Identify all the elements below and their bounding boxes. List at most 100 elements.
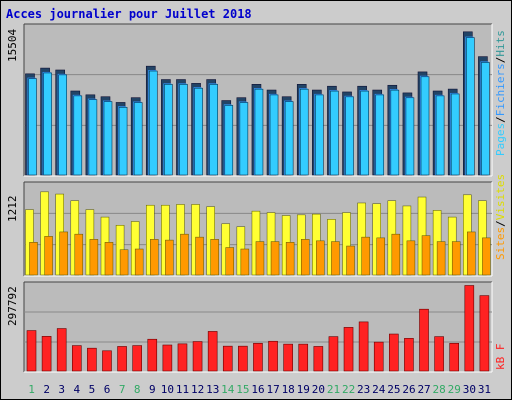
bar-kb-day-8 <box>132 345 142 372</box>
bar-pages-day-5 <box>88 99 98 176</box>
bar-sites-day-3 <box>59 231 68 276</box>
legend-slash-2: / <box>494 57 507 64</box>
bar-pages-day-31 <box>481 62 490 176</box>
legend-pages: Pages <box>494 123 507 156</box>
bar-pages-day-27 <box>420 76 430 176</box>
bar-sites-day-29 <box>451 241 461 276</box>
bar-sites-day-30 <box>467 231 476 276</box>
bar-kb-day-21 <box>328 336 339 372</box>
bar-kb-day-1 <box>26 330 37 372</box>
bar-sites-day-2 <box>44 236 53 276</box>
x-label-day-24: 24 <box>372 383 386 396</box>
x-label-day-3: 3 <box>58 383 65 396</box>
legend-kb: kB F <box>494 344 507 371</box>
bar-pages-day-19 <box>299 88 309 176</box>
bar-sites-day-7 <box>119 249 129 276</box>
bar-sites-day-31 <box>482 237 491 276</box>
x-label-day-2: 2 <box>43 383 50 396</box>
bar-kb-day-7 <box>117 346 127 372</box>
bar-pages-day-7 <box>118 107 128 176</box>
bar-kb-day-28 <box>434 336 444 372</box>
bar-pages-day-26 <box>405 97 415 176</box>
bar-sites-day-21 <box>331 241 340 276</box>
bar-sites-day-26 <box>406 240 416 276</box>
legend-slash-1: / <box>494 116 507 123</box>
legend-hits: Hits <box>494 30 507 57</box>
bar-pages-day-8 <box>133 102 143 176</box>
bar-sites-day-12 <box>195 236 204 276</box>
x-label-day-9: 9 <box>149 383 156 396</box>
legend-fichiers: Fichiers <box>494 63 507 116</box>
bar-sites-day-25 <box>391 233 401 276</box>
bar-pages-day-9 <box>148 70 158 176</box>
bar-kb-day-27 <box>419 308 429 372</box>
y-max-hits: 15504 <box>6 29 19 62</box>
x-label-day-25: 25 <box>387 383 400 396</box>
bar-sites-day-27 <box>421 235 431 276</box>
bar-pages-day-30 <box>466 37 475 176</box>
x-label-day-10: 10 <box>161 383 174 396</box>
bar-kb-day-12 <box>192 341 203 372</box>
bar-kb-day-20 <box>313 346 324 372</box>
legend-sites: Sites <box>494 227 507 260</box>
bar-kb-day-5 <box>87 347 97 372</box>
x-label-day-26: 26 <box>402 383 415 396</box>
x-label-day-11: 11 <box>176 383 189 396</box>
x-label-day-16: 16 <box>251 383 264 396</box>
bar-sites-day-5 <box>89 239 99 276</box>
x-label-day-13: 13 <box>206 383 219 396</box>
bar-sites-day-19 <box>300 239 310 276</box>
bar-pages-day-14 <box>224 105 234 176</box>
bar-kb-day-29 <box>449 342 460 372</box>
bar-kb-day-6 <box>102 350 112 372</box>
bar-sites-day-9 <box>150 239 159 276</box>
y-max-visits: 1212 <box>6 196 19 223</box>
bar-pages-day-21 <box>330 90 339 176</box>
bar-pages-day-20 <box>315 94 324 176</box>
bar-kb-day-16 <box>253 342 263 372</box>
x-label-day-20: 20 <box>312 383 325 396</box>
bar-sites-day-20 <box>316 240 325 276</box>
bar-kb-day-3 <box>56 328 67 372</box>
bar-pages-day-24 <box>375 94 385 176</box>
bar-pages-day-18 <box>284 101 294 176</box>
x-label-day-27: 27 <box>417 383 430 396</box>
x-label-day-5: 5 <box>89 383 96 396</box>
bar-pages-day-12 <box>194 87 203 176</box>
bar-kb-day-25 <box>389 333 399 372</box>
x-label-day-17: 17 <box>266 383 279 396</box>
x-label-day-19: 19 <box>297 383 310 396</box>
x-label-day-28: 28 <box>433 383 446 396</box>
bar-pages-day-29 <box>450 93 460 176</box>
bar-sites-day-1 <box>29 242 38 276</box>
bar-pages-day-1 <box>28 78 37 176</box>
bar-kb-day-13 <box>207 331 218 372</box>
bar-kb-day-31 <box>479 295 490 372</box>
legend-slash-3: / <box>494 220 507 227</box>
x-label-day-31: 31 <box>478 383 491 396</box>
bar-pages-day-6 <box>103 101 113 176</box>
bar-sites-day-17 <box>270 241 280 276</box>
bar-kb-day-22 <box>343 327 354 372</box>
bar-pages-day-28 <box>435 95 445 176</box>
bar-kb-day-19 <box>298 343 309 372</box>
x-label-day-30: 30 <box>463 383 476 396</box>
bar-sites-day-6 <box>104 242 114 276</box>
bar-sites-day-4 <box>74 233 84 276</box>
x-label-day-12: 12 <box>191 383 204 396</box>
bar-pages-day-22 <box>345 96 354 176</box>
x-label-day-14: 14 <box>221 383 235 396</box>
bar-pages-day-3 <box>58 74 67 176</box>
x-label-day-15: 15 <box>236 383 249 396</box>
x-label-day-6: 6 <box>104 383 111 396</box>
bar-pages-day-2 <box>43 72 52 176</box>
bar-sites-day-22 <box>346 245 355 276</box>
bar-kb-day-26 <box>404 338 414 372</box>
bar-kb-day-9 <box>147 338 158 372</box>
bar-kb-day-14 <box>222 345 233 372</box>
x-label-day-4: 4 <box>74 383 81 396</box>
bar-sites-day-23 <box>361 236 370 276</box>
bar-pages-day-11 <box>179 84 188 176</box>
y-max-kb: 297792 <box>6 286 19 326</box>
x-label-day-8: 8 <box>134 383 141 396</box>
